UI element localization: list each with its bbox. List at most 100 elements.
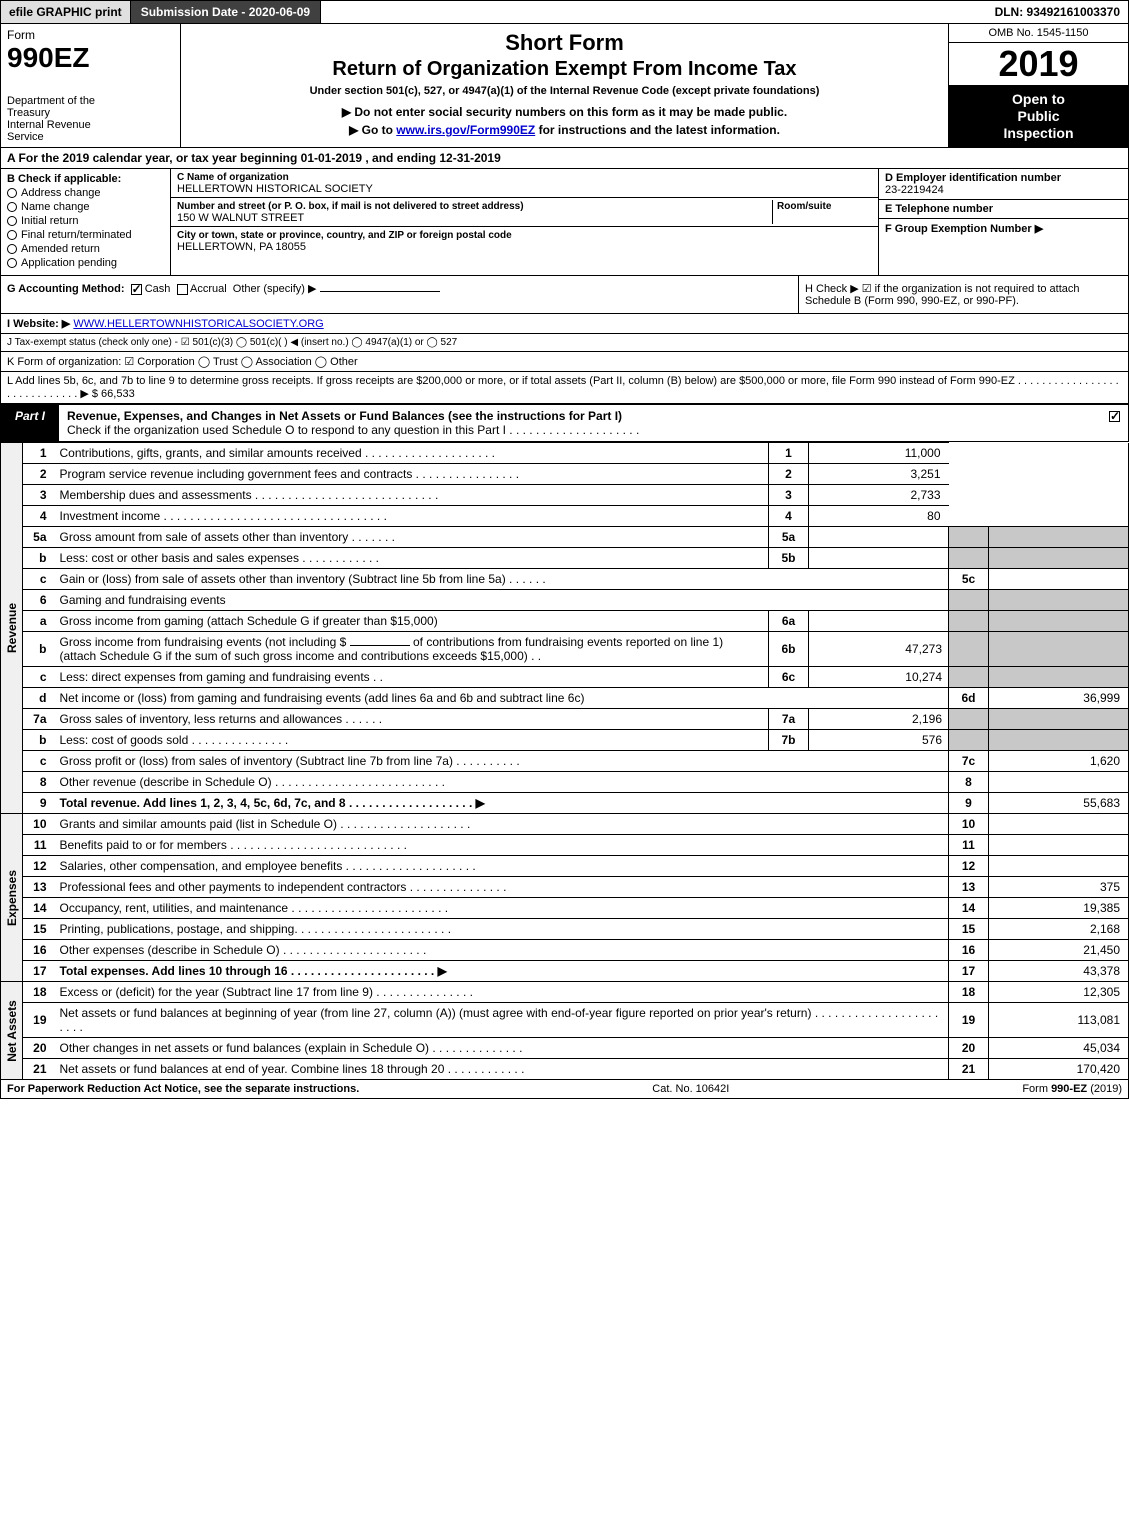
section-c-org-info: C Name of organization HELLERTOWN HISTOR…	[171, 169, 878, 275]
line-6c: cLess: direct expenses from gaming and f…	[23, 667, 1129, 688]
line-6a: aGross income from gaming (attach Schedu…	[23, 611, 1129, 632]
ein-value: 23-2219424	[885, 184, 944, 196]
i-label: I Website: ▶	[7, 318, 70, 330]
cash-label: Cash	[145, 283, 171, 295]
gross-receipts-row: L Add lines 5b, 6c, and 7b to line 9 to …	[0, 371, 1129, 404]
chk-final-return-label: Final return/terminated	[21, 229, 132, 241]
tax-exempt-status-row: J Tax-exempt status (check only one) - ☑…	[0, 333, 1129, 351]
chk-initial-return-label: Initial return	[21, 215, 78, 227]
revenue-table: 1Contributions, gifts, grants, and simil…	[22, 442, 1129, 813]
chk-name-change[interactable]: Name change	[7, 201, 164, 213]
omb-number: OMB No. 1545-1150	[949, 24, 1128, 43]
chk-name-change-label: Name change	[21, 201, 90, 213]
other-specify-input[interactable]	[320, 291, 440, 292]
street-row: Number and street (or P. O. box, if mail…	[171, 198, 878, 227]
part-1-header: Part I Revenue, Expenses, and Changes in…	[0, 404, 1129, 442]
g-label: G Accounting Method:	[7, 283, 125, 295]
line-3: 3Membership dues and assessments . . . .…	[23, 485, 1129, 506]
efile-print-button[interactable]: efile GRAPHIC print	[1, 1, 131, 23]
line-10: 10Grants and similar amounts paid (list …	[23, 814, 1129, 835]
org-name-value: HELLERTOWN HISTORICAL SOCIETY	[177, 183, 373, 195]
footer-mid: Cat. No. 10642I	[652, 1083, 729, 1095]
page-footer: For Paperwork Reduction Act Notice, see …	[0, 1079, 1129, 1099]
form-of-organization-row: K Form of organization: ☑ Corporation ◯ …	[0, 351, 1129, 371]
chk-amended-return-label: Amended return	[21, 243, 100, 255]
form-title-2: Return of Organization Exempt From Incom…	[187, 58, 942, 81]
chk-application-pending[interactable]: Application pending	[7, 257, 164, 269]
line-19: 19Net assets or fund balances at beginni…	[23, 1003, 1129, 1038]
line-9: 9Total revenue. Add lines 1, 2, 3, 4, 5c…	[23, 793, 1129, 814]
phone-label: E Telephone number	[885, 203, 993, 215]
part-1-title: Revenue, Expenses, and Changes in Net As…	[59, 405, 1128, 441]
revenue-side-label: Revenue	[0, 442, 22, 813]
accounting-method: G Accounting Method: Cash Accrual Other …	[1, 276, 798, 313]
tax-year: 2019	[949, 43, 1128, 85]
chk-accrual[interactable]	[177, 284, 188, 295]
part-1-title-text: Revenue, Expenses, and Changes in Net As…	[67, 409, 622, 423]
net-assets-section: Net Assets 18Excess or (deficit) for the…	[0, 981, 1129, 1079]
chk-application-pending-label: Application pending	[21, 257, 117, 269]
line-18: 18Excess or (deficit) for the year (Subt…	[23, 982, 1129, 1003]
chk-initial-return[interactable]: Initial return	[7, 215, 164, 227]
expenses-label-text: Expenses	[5, 870, 19, 926]
section-def: D Employer identification number 23-2219…	[878, 169, 1128, 275]
form-title-1: Short Form	[187, 30, 942, 56]
revenue-section: Revenue 1Contributions, gifts, grants, a…	[0, 442, 1129, 813]
expenses-side-label: Expenses	[0, 813, 22, 981]
other-label: Other (specify) ▶	[233, 283, 317, 295]
group-exemption-cell: F Group Exemption Number ▶	[879, 219, 1128, 238]
line-5c: cGain or (loss) from sale of assets othe…	[23, 569, 1129, 590]
line-13: 13Professional fees and other payments t…	[23, 877, 1129, 898]
line-1: 1Contributions, gifts, grants, and simil…	[23, 443, 1129, 464]
chk-address-change-label: Address change	[21, 187, 101, 199]
website-link[interactable]: WWW.HELLERTOWNHISTORICALSOCIETY.ORG	[73, 318, 323, 330]
section-b-checkboxes: B Check if applicable: Address change Na…	[1, 169, 171, 275]
city-label: City or town, state or province, country…	[177, 230, 512, 241]
line-14: 14Occupancy, rent, utilities, and mainte…	[23, 898, 1129, 919]
form-label: Form	[7, 28, 174, 42]
line-21: 21Net assets or fund balances at end of …	[23, 1059, 1129, 1080]
line-6: 6Gaming and fundraising events	[23, 590, 1129, 611]
line-12: 12Salaries, other compensation, and empl…	[23, 856, 1129, 877]
line-6d: dNet income or (loss) from gaming and fu…	[23, 688, 1129, 709]
org-name-label: C Name of organization	[177, 172, 289, 183]
line-4: 4Investment income . . . . . . . . . . .…	[23, 506, 1129, 527]
chk-amended-return[interactable]: Amended return	[7, 243, 164, 255]
ein-label: D Employer identification number	[885, 172, 1061, 184]
line-16: 16Other expenses (describe in Schedule O…	[23, 940, 1129, 961]
net-assets-label-text: Net Assets	[5, 1000, 19, 1062]
chk-address-change[interactable]: Address change	[7, 187, 164, 199]
line-17: 17Total expenses. Add lines 10 through 1…	[23, 961, 1129, 982]
note2-post: for instructions and the latest informat…	[535, 123, 780, 137]
line-15: 15Printing, publications, postage, and s…	[23, 919, 1129, 940]
net-assets-side-label: Net Assets	[0, 981, 22, 1079]
line-6b: bGross income from fundraising events (n…	[23, 632, 1129, 667]
city-cell: City or town, state or province, country…	[171, 227, 878, 255]
form-header: Form 990EZ Department of theTreasuryInte…	[0, 24, 1129, 147]
street-label: Number and street (or P. O. box, if mail…	[177, 201, 524, 212]
instructions-link-row: ▶ Go to www.irs.gov/Form990EZ for instru…	[187, 123, 942, 137]
dln-label: DLN: 93492161003370	[987, 1, 1128, 23]
section-h: H Check ▶ ☑ if the organization is not r…	[798, 276, 1128, 313]
form-subtitle: Under section 501(c), 527, or 4947(a)(1)…	[187, 85, 942, 97]
org-info-grid: B Check if applicable: Address change Na…	[0, 168, 1129, 275]
phone-cell: E Telephone number	[879, 200, 1128, 219]
city-value: HELLERTOWN, PA 18055	[177, 241, 306, 253]
row-g-h: G Accounting Method: Cash Accrual Other …	[0, 275, 1129, 313]
chk-final-return[interactable]: Final return/terminated	[7, 229, 164, 241]
ssn-warning: ▶ Do not enter social security numbers o…	[187, 105, 942, 119]
line-20: 20Other changes in net assets or fund ba…	[23, 1038, 1129, 1059]
line-7b: bLess: cost of goods sold . . . . . . . …	[23, 730, 1129, 751]
schedule-o-checkbox[interactable]	[1109, 411, 1120, 422]
tax-period-row: A For the 2019 calendar year, or tax yea…	[0, 147, 1129, 168]
header-right: OMB No. 1545-1150 2019 Open toPublicInsp…	[948, 24, 1128, 147]
website-row: I Website: ▶ WWW.HELLERTOWNHISTORICALSOC…	[0, 313, 1129, 333]
line-2: 2Program service revenue including gover…	[23, 464, 1129, 485]
topbar-spacer	[321, 1, 986, 23]
irs-link[interactable]: www.irs.gov/Form990EZ	[396, 123, 535, 137]
expenses-section: Expenses 10Grants and similar amounts pa…	[0, 813, 1129, 981]
line-7a: 7aGross sales of inventory, less returns…	[23, 709, 1129, 730]
submission-date-badge: Submission Date - 2020-06-09	[131, 1, 321, 23]
chk-cash[interactable]	[131, 284, 142, 295]
footer-right: Form 990-EZ (2019)	[1022, 1083, 1122, 1095]
